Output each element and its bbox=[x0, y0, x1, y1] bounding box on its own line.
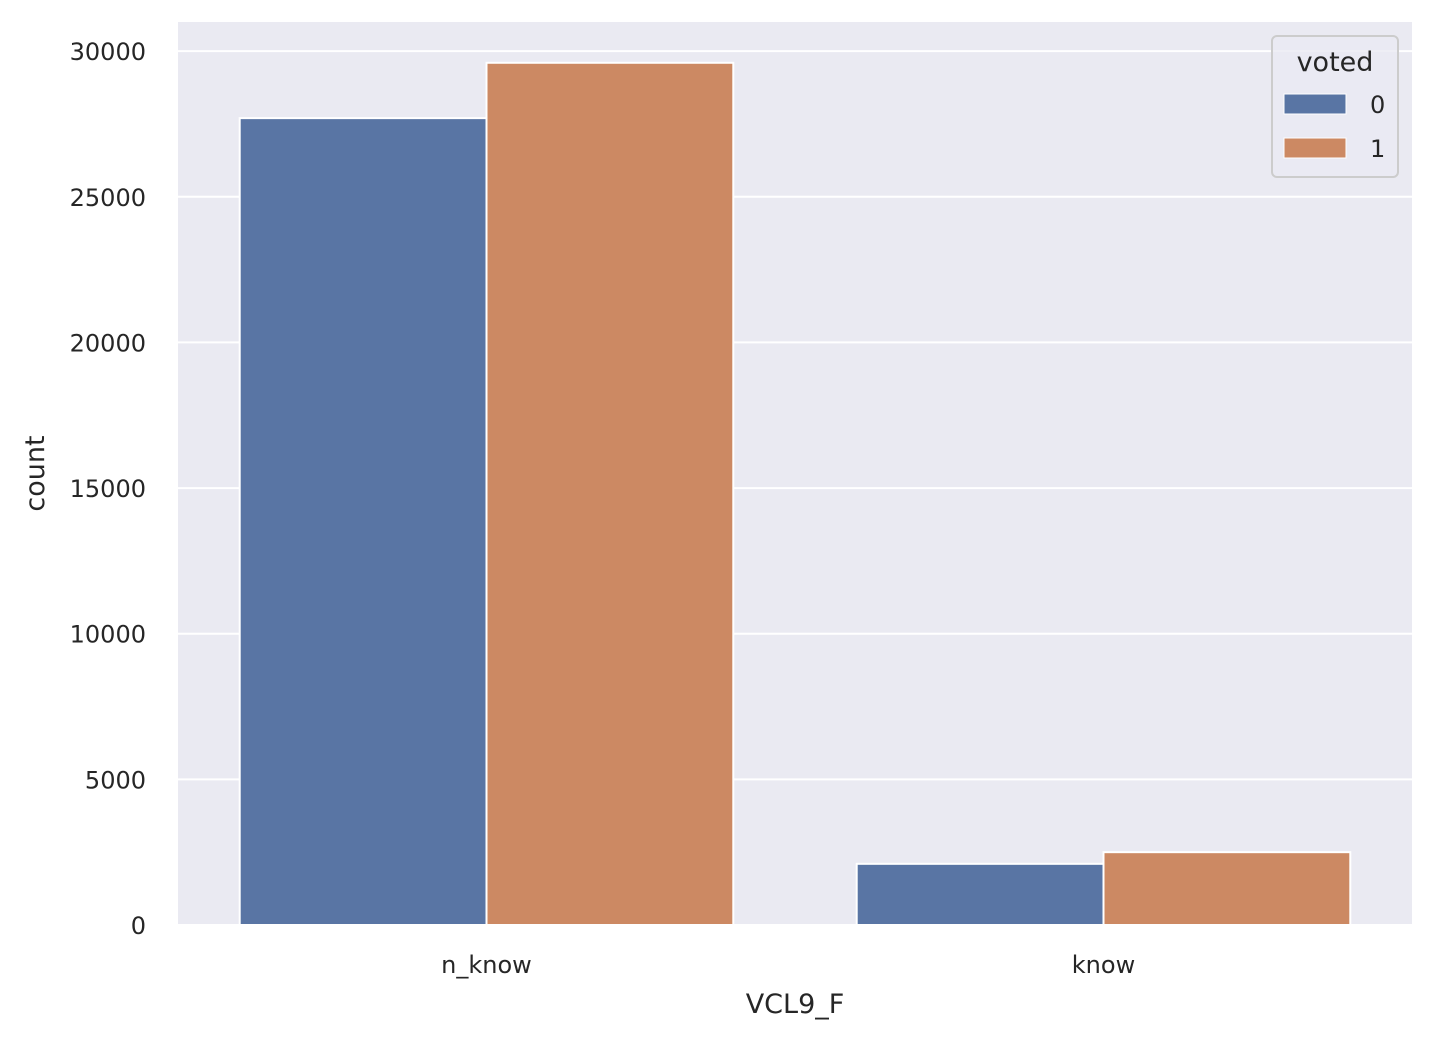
bar-know-series-1 bbox=[1102, 851, 1352, 927]
x-tick-label: know bbox=[1072, 951, 1135, 979]
legend: voted 0 1 bbox=[1271, 35, 1399, 178]
legend-swatch-0 bbox=[1283, 93, 1347, 115]
y-tick-label: 15000 bbox=[70, 475, 146, 503]
legend-title: voted bbox=[1297, 47, 1374, 78]
bar-know-series-0 bbox=[855, 862, 1105, 927]
x-axis-label: VCL9_F bbox=[746, 989, 845, 1020]
legend-entry-label: 1 bbox=[1370, 135, 1385, 163]
bars bbox=[238, 61, 1352, 927]
y-tick-label: 5000 bbox=[85, 766, 146, 794]
y-tick-label: 10000 bbox=[70, 621, 146, 649]
y-tick-label: 20000 bbox=[70, 329, 146, 357]
legend-swatch-1 bbox=[1283, 137, 1347, 159]
y-tick-label: 0 bbox=[131, 912, 146, 940]
y-axis-label: count bbox=[20, 435, 51, 511]
bar-n_know-series-1 bbox=[485, 61, 735, 927]
y-tick-labels: 0 5000 10000 15000 20000 25000 30000 bbox=[70, 38, 146, 940]
y-tick-label: 25000 bbox=[70, 184, 146, 212]
x-tick-label: n_know bbox=[441, 951, 532, 979]
legend-entry-label: 0 bbox=[1370, 91, 1385, 119]
x-tick-labels: n_know know bbox=[441, 951, 1135, 979]
bar-n_know-series-0 bbox=[238, 117, 488, 927]
y-tick-label: 30000 bbox=[70, 38, 146, 66]
